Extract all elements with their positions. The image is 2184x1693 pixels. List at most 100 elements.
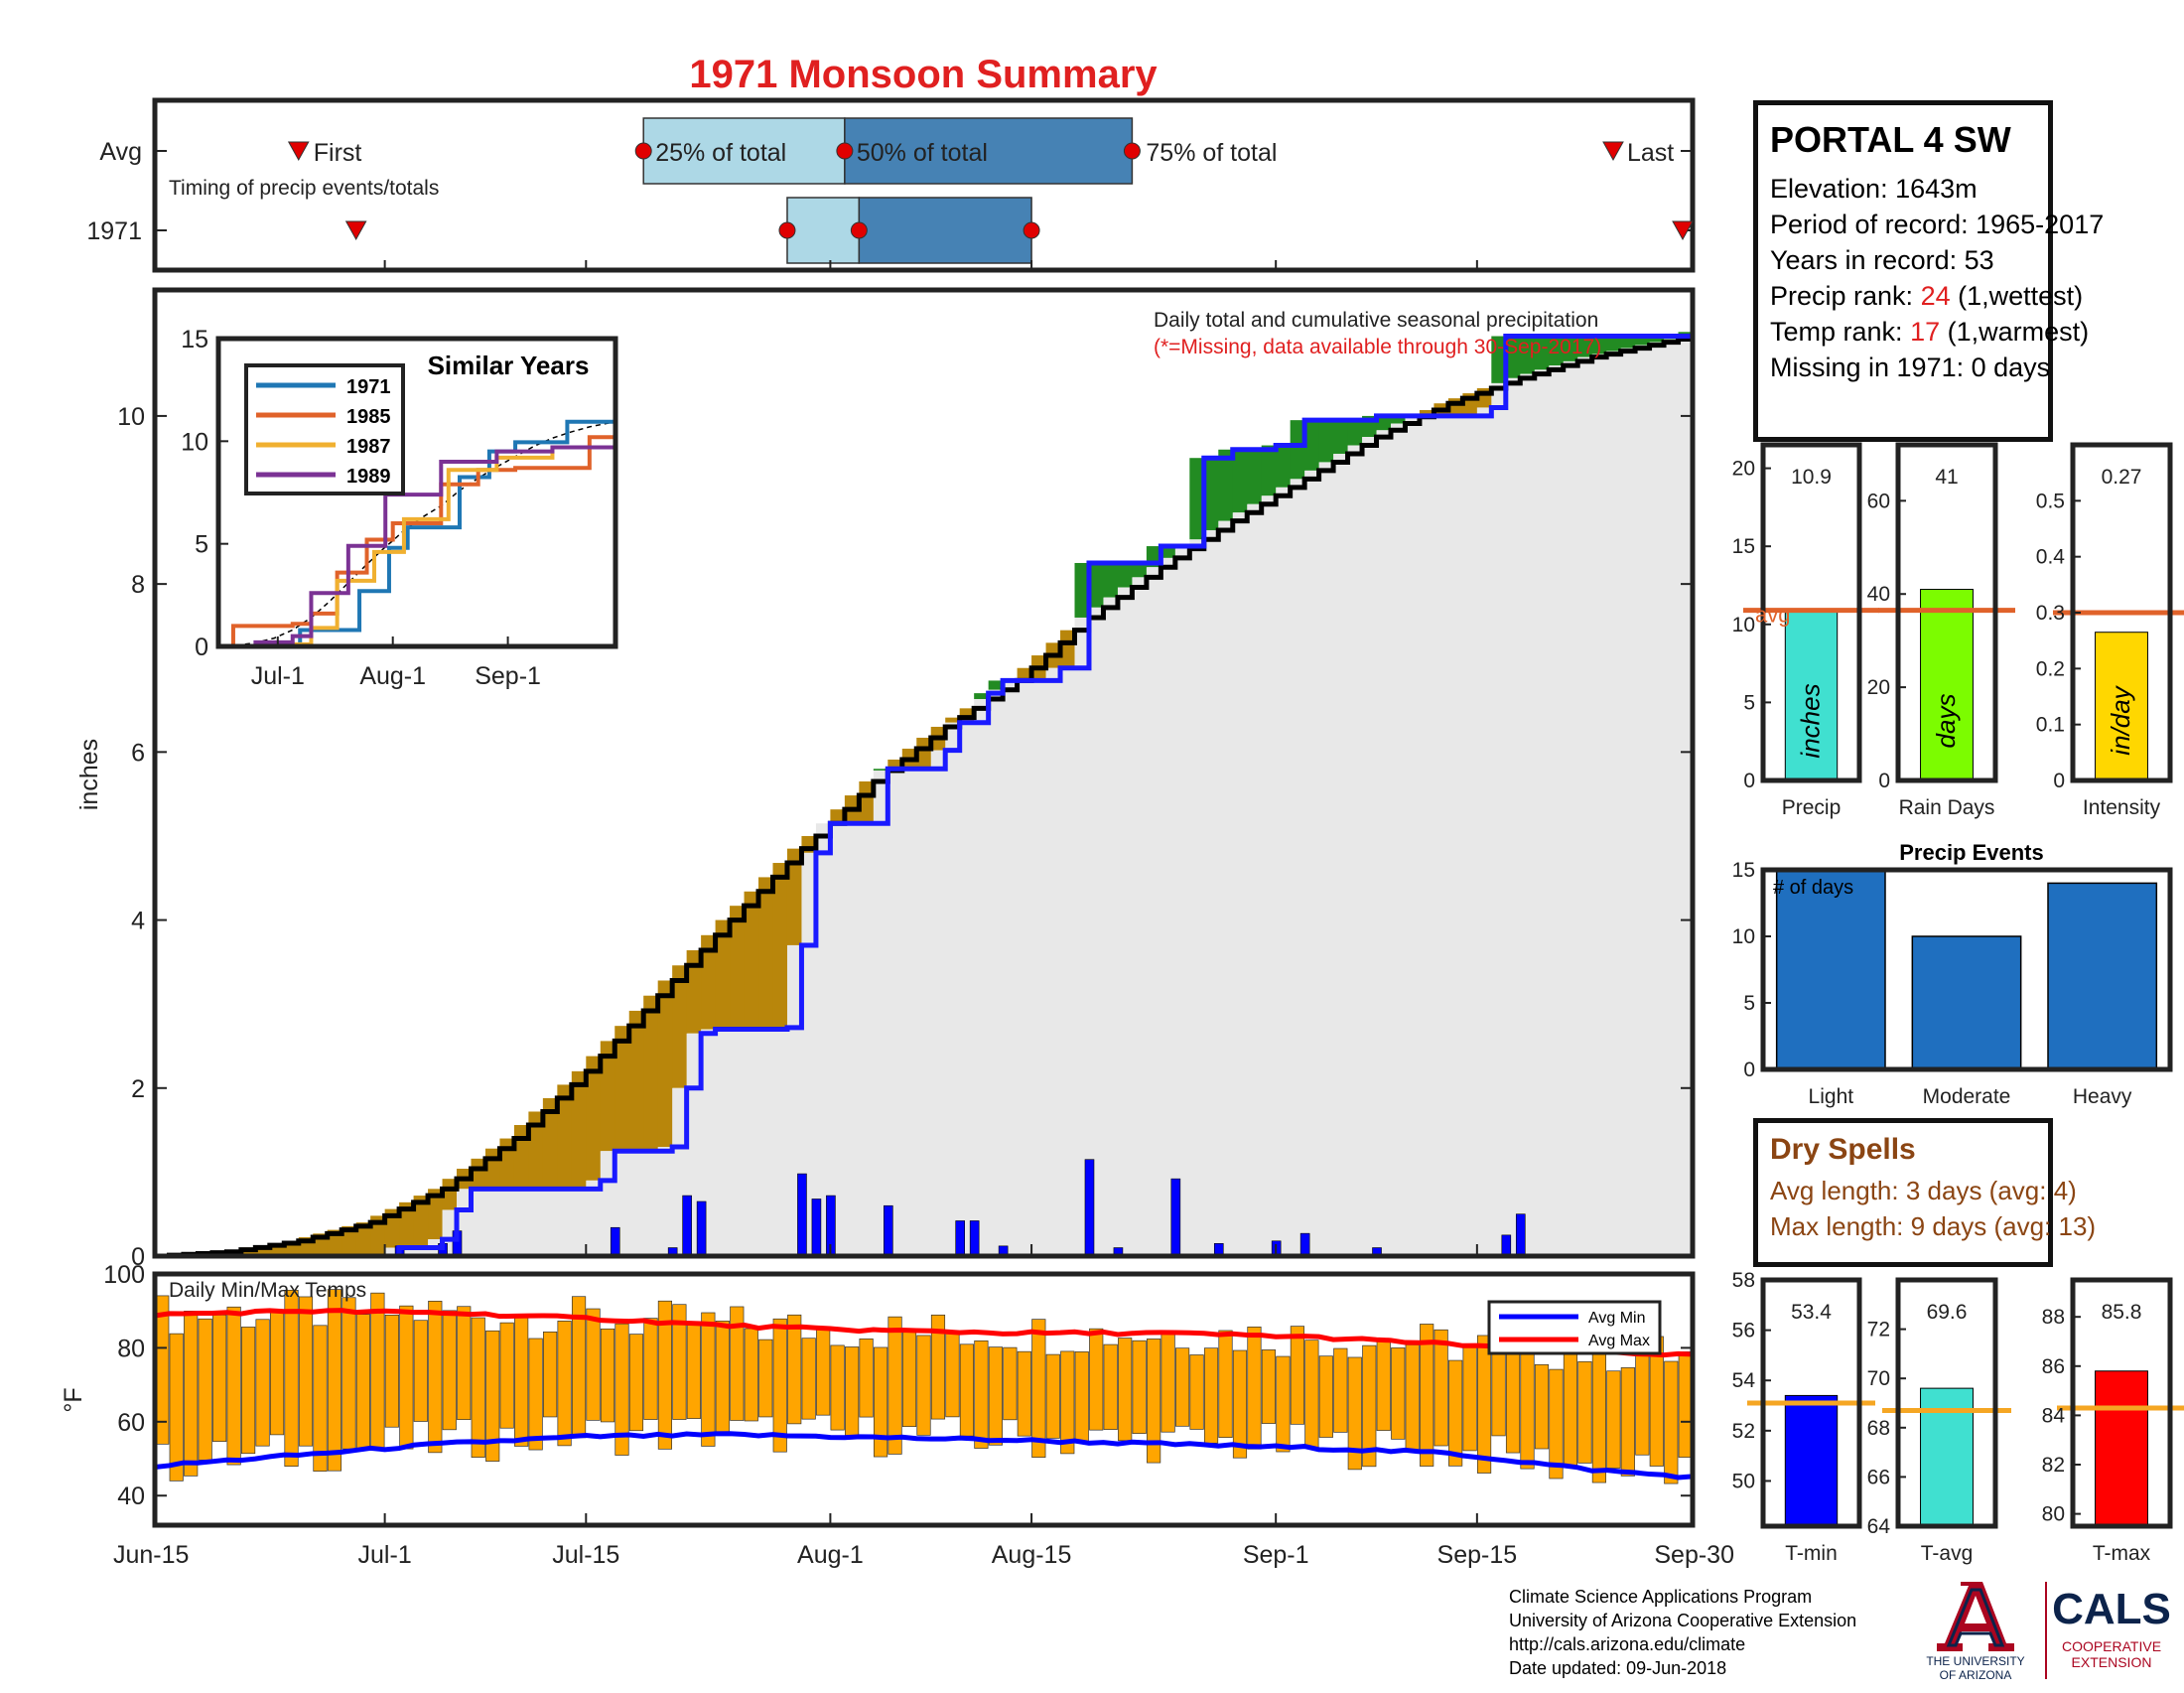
cum-base-fill <box>758 1029 774 1256</box>
ytick-label-rain-days-2: 40 <box>1867 583 1890 606</box>
temp-bar <box>514 1315 529 1447</box>
temp-bar <box>1347 1356 1362 1471</box>
sim-legend-label-1985: 1985 <box>346 406 391 428</box>
temp-bar <box>930 1314 946 1420</box>
avg-max-line <box>154 1308 1694 1358</box>
avg-min-line <box>154 1431 1694 1481</box>
cum-base-fill <box>1390 423 1407 1256</box>
ua-text-bottom: OF ARIZONA <box>1940 1668 2012 1682</box>
cum-base-fill <box>413 1247 429 1256</box>
temp-bar <box>1160 1333 1175 1433</box>
timing-first-marker-avg <box>287 141 310 162</box>
cum-diff-fill <box>1563 336 1578 361</box>
cum-diff-fill <box>628 1010 644 1152</box>
cum-base-fill <box>801 852 817 1256</box>
cum-diff-fill <box>1218 449 1234 521</box>
cum-base-fill <box>1132 577 1148 1256</box>
cum-base-fill <box>1606 351 1622 1257</box>
temp-bar <box>284 1289 299 1468</box>
temp-rank-label: Temp rank: <box>1770 317 1911 347</box>
cum-base-fill <box>1649 342 1665 1256</box>
cum-diff-fill <box>327 1229 342 1256</box>
timing-last-marker-1971 <box>1672 220 1694 241</box>
temp-bar <box>1261 1349 1277 1424</box>
temp-bar <box>1318 1355 1333 1438</box>
avg-label-precip: avg <box>1755 603 1790 628</box>
cum-diff-fill <box>1276 445 1292 488</box>
cum-base-fill <box>1174 548 1190 1256</box>
chart-title: 1971 Monsoon Summary <box>689 53 1158 96</box>
cum-ytick-label-3: 6 <box>131 739 145 767</box>
temp-bar <box>1549 1368 1564 1480</box>
temp-bar <box>701 1312 716 1447</box>
cum-diff-fill <box>528 1111 544 1190</box>
cum-base-fill <box>1290 479 1305 1256</box>
ytick-label-intensity-1: 0.1 <box>2036 714 2065 737</box>
timing-p75-marker-avg <box>1123 142 1141 160</box>
unit-label-rain-days: days <box>1931 694 1961 749</box>
cum-diff-fill <box>1376 415 1392 431</box>
sim-series-line-1985 <box>218 416 617 648</box>
timing-row-label-avg: Avg <box>99 138 142 166</box>
bar-rain-days <box>1920 589 1974 781</box>
sim-title: Similar Years <box>428 351 590 380</box>
temp-bar <box>1304 1340 1319 1448</box>
daily-temps-panel: 40 60 80 100 Jun-15 Jul-1 Jul-15 Aug-1 Aug-15 Sep… <box>60 1261 1734 1569</box>
cum-diff-fill <box>571 1070 587 1190</box>
sim-ytick-label-2: 10 <box>181 428 208 456</box>
temp-bar <box>1203 1347 1219 1444</box>
temp-bar <box>959 1343 975 1437</box>
daily-precip-bar-5 <box>682 1195 692 1257</box>
timing-p75-marker-1971 <box>1023 221 1040 239</box>
cum-base-fill <box>1318 462 1334 1256</box>
cum-base-fill <box>1433 415 1449 1256</box>
cum-diff-fill <box>1635 336 1651 346</box>
cum-base-fill <box>484 1189 501 1256</box>
ytick-label-t-max-0: 80 <box>2042 1503 2065 1526</box>
temp-bar <box>1420 1324 1434 1467</box>
cum-diff-fill <box>600 1041 615 1152</box>
temp-bar <box>988 1346 1003 1446</box>
cum-diff-fill <box>873 769 888 771</box>
cum-base-fill <box>1003 680 1019 1256</box>
ua-text-top: THE UNIVERSITY <box>1926 1654 2024 1668</box>
temp-bar <box>1174 1347 1190 1427</box>
dry-spells-max: Max length: 9 days (avg: 13) <box>1770 1211 2097 1241</box>
temp-bar <box>1433 1329 1448 1447</box>
sim-xtick-label-2: Sep-1 <box>475 662 541 690</box>
timing-box-25-50-1971 <box>786 197 861 264</box>
temp-ylabel: °F <box>60 1387 87 1412</box>
temp-bar <box>298 1296 314 1447</box>
cum-base-fill <box>873 770 888 1256</box>
timing-label-first: First <box>314 139 362 167</box>
temp-bar <box>528 1338 543 1451</box>
daily-precip-bar-6 <box>696 1200 707 1257</box>
temp-bar <box>1405 1343 1420 1453</box>
temp-bar <box>758 1339 773 1418</box>
temp-bar <box>1534 1363 1550 1450</box>
temp-xtick-label-1: Jul-1 <box>358 1541 412 1569</box>
cals-text: CALS <box>2052 1585 2171 1633</box>
cum-base-fill <box>1146 567 1161 1256</box>
cum-base-fill <box>815 823 832 1256</box>
cum-base-fill <box>859 823 875 1256</box>
cum-diff-fill <box>542 1097 558 1190</box>
cum-diff-fill <box>758 877 774 1030</box>
bar-precip <box>1784 610 1839 781</box>
cum-diff-fill <box>1347 420 1363 446</box>
cum-diff-fill <box>772 863 788 1028</box>
temp-bar <box>586 1308 601 1421</box>
cum-annotation-1: Daily total and cumulative seasonal prec… <box>1154 309 1598 332</box>
station-period: Period of record: 1965-2017 <box>1770 210 2105 239</box>
cum-base-fill <box>557 1189 573 1256</box>
dry-spells-avg: Avg length: 3 days (avg: 4) <box>1770 1176 2077 1205</box>
temp-bar <box>1635 1352 1650 1456</box>
ytick-label-t-max-1: 82 <box>2042 1454 2065 1477</box>
cum-base-fill <box>730 1029 746 1256</box>
sim-xtick-label-1: Aug-1 <box>359 662 426 690</box>
temp-bar <box>1606 1370 1621 1469</box>
temp-bar <box>614 1323 629 1456</box>
cum-base-fill <box>1635 345 1651 1257</box>
cum-base-fill <box>1017 680 1032 1256</box>
station-temp-rank: Temp rank: 17 (1,warmest) <box>1770 314 2089 350</box>
